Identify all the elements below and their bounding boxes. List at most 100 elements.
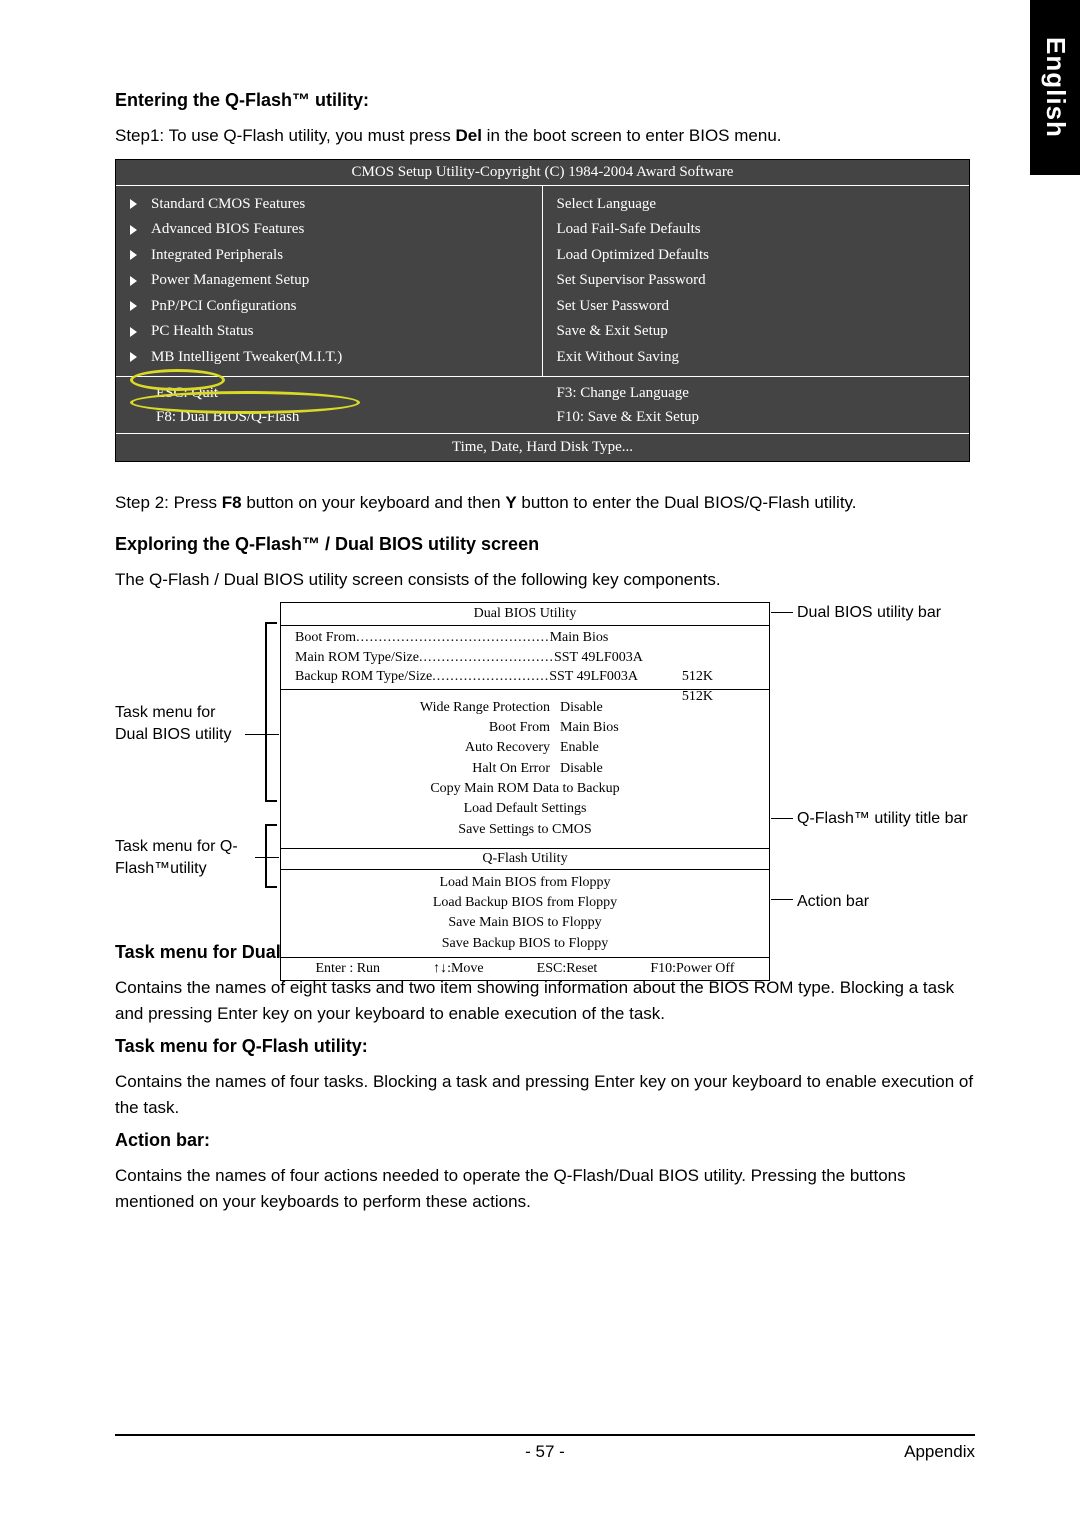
list-item: PC Health Status bbox=[130, 319, 528, 345]
menu-label: Boot From bbox=[390, 718, 560, 738]
list-item: Save & Exit Setup bbox=[557, 319, 956, 345]
bios-fkey-right: F3: Change Language F10: Save & Exit Set… bbox=[543, 377, 970, 433]
dual-bios-menu: Wide Range ProtectionDisable Boot FromMa… bbox=[281, 690, 769, 849]
bios-left-6: MB Intelligent Tweaker(M.I.T.) bbox=[151, 345, 342, 371]
dual-bios-title: Dual BIOS Utility bbox=[281, 603, 769, 626]
bios-right-3: Set Supervisor Password bbox=[557, 268, 706, 294]
section-label: Appendix bbox=[904, 1442, 975, 1462]
callout-dual-bios-bar: Dual BIOS utility bar bbox=[797, 602, 941, 624]
menu-item: Boot FromMain Bios bbox=[281, 718, 769, 738]
triangle-icon bbox=[130, 199, 137, 209]
bios-left-1: Advanced BIOS Features bbox=[151, 217, 304, 243]
sec3-p3: Contains the names of four actions neede… bbox=[115, 1163, 975, 1214]
action-esc: ESC:Reset bbox=[537, 961, 598, 977]
bios-esc: ESC: Quit bbox=[156, 381, 529, 405]
dots: .............................. bbox=[419, 648, 554, 668]
backrom-value: SST 49LF003A bbox=[549, 667, 638, 687]
list-item: Integrated Peripherals bbox=[130, 243, 528, 269]
menu-item: Auto RecoveryEnable bbox=[281, 738, 769, 758]
callout-task-menu-dual: Task menu for Dual BIOS utility bbox=[115, 702, 245, 747]
backrom-size: 512K bbox=[682, 687, 713, 707]
menu-item: Halt On ErrorDisable bbox=[281, 759, 769, 779]
dots: ........................................… bbox=[356, 628, 550, 648]
bios-left-2: Integrated Peripherals bbox=[151, 243, 283, 269]
bios-right-1: Load Fail-Safe Defaults bbox=[557, 217, 701, 243]
section2-title: Exploring the Q-Flash™ / Dual BIOS utili… bbox=[115, 534, 975, 555]
qmenu-2: Save Main BIOS to Floppy bbox=[281, 913, 769, 933]
bios-header: CMOS Setup Utility-Copyright (C) 1984-20… bbox=[116, 160, 969, 186]
page-footer: - 57 - Appendix bbox=[115, 1434, 975, 1462]
step2-e: button to enter the Dual BIOS/Q-Flash ut… bbox=[517, 493, 857, 512]
bios-right-5: Save & Exit Setup bbox=[557, 319, 668, 345]
step1-part-a: Step1: To use Q-Flash utility, you must … bbox=[115, 126, 455, 145]
bootfrom-label: Boot From bbox=[295, 628, 356, 648]
bootfrom-value: Main Bios bbox=[550, 628, 609, 648]
connector-line bbox=[245, 734, 279, 735]
dual-bios-window: Dual BIOS Utility Boot From ............… bbox=[280, 602, 770, 981]
bios-fkey-left: ESC: Quit F8: Dual BIOS/Q-Flash bbox=[116, 377, 543, 433]
connector-line bbox=[771, 899, 793, 900]
language-label: English bbox=[1040, 37, 1071, 138]
list-item: Set User Password bbox=[557, 294, 956, 320]
backrom-label: Backup ROM Type/Size bbox=[295, 667, 432, 687]
qmenu-1: Load Backup BIOS from Floppy bbox=[281, 893, 769, 913]
callout-task-menu-qflash: Task menu for Q-Flash™utility bbox=[115, 836, 255, 881]
menu-label: Halt On Error bbox=[390, 759, 560, 779]
bracket-icon bbox=[265, 622, 277, 802]
bios-footer: Time, Date, Hard Disk Type... bbox=[116, 434, 969, 461]
bios-f3: F3: Change Language bbox=[557, 381, 956, 405]
bios-right-2: Load Optimized Defaults bbox=[557, 243, 709, 269]
qflash-menu: Load Main BIOS from Floppy Load Backup B… bbox=[281, 870, 769, 958]
bios-main-area: Standard CMOS Features Advanced BIOS Fea… bbox=[116, 186, 969, 378]
step2-d: Y bbox=[505, 493, 516, 512]
bios-left-5: PC Health Status bbox=[151, 319, 254, 345]
bracket-icon bbox=[265, 824, 277, 888]
step1-part-c: in the boot screen to enter BIOS menu. bbox=[482, 126, 782, 145]
bios-right-column: Select Language Load Fail-Safe Defaults … bbox=[543, 186, 970, 377]
menu-value: Disable bbox=[560, 698, 660, 718]
page-number: - 57 - bbox=[525, 1442, 565, 1462]
list-item: Set Supervisor Password bbox=[557, 268, 956, 294]
menu-center-0: Copy Main ROM Data to Backup bbox=[281, 779, 769, 799]
triangle-icon bbox=[130, 225, 137, 235]
section2-intro: The Q-Flash / Dual BIOS utility screen c… bbox=[115, 567, 975, 593]
backrom-row: Backup ROM Type/Size ...................… bbox=[295, 667, 763, 687]
bootfrom-row: Boot From ..............................… bbox=[295, 628, 763, 648]
step1-key: Del bbox=[455, 126, 481, 145]
connector-line bbox=[771, 612, 793, 613]
bios-left-3: Power Management Setup bbox=[151, 268, 309, 294]
list-item: Load Optimized Defaults bbox=[557, 243, 956, 269]
callout-qflash-title-bar: Q-Flash™ utility title bar bbox=[797, 808, 968, 830]
triangle-icon bbox=[130, 276, 137, 286]
action-f10: F10:Power Off bbox=[650, 961, 734, 977]
list-item: Exit Without Saving bbox=[557, 345, 956, 371]
list-item: PnP/PCI Configurations bbox=[130, 294, 528, 320]
list-item: Advanced BIOS Features bbox=[130, 217, 528, 243]
qmenu-3: Save Backup BIOS to Floppy bbox=[281, 934, 769, 954]
bios-right-0: Select Language bbox=[557, 192, 657, 218]
section1-title: Entering the Q-Flash™ utility: bbox=[115, 90, 975, 111]
step2-text: Step 2: Press F8 button on your keyboard… bbox=[115, 490, 975, 516]
qmenu-0: Load Main BIOS from Floppy bbox=[281, 873, 769, 893]
language-side-tab: English bbox=[1030, 0, 1080, 175]
menu-value: Main Bios bbox=[560, 718, 660, 738]
menu-center-1: Load Default Settings bbox=[281, 799, 769, 819]
sec3-p2: Contains the names of four tasks. Blocki… bbox=[115, 1069, 975, 1120]
action-move: ↑↓:Move bbox=[433, 961, 484, 977]
bios-f10: F10: Save & Exit Setup bbox=[557, 405, 956, 429]
bios-f8: F8: Dual BIOS/Q-Flash bbox=[156, 405, 529, 429]
triangle-icon bbox=[130, 352, 137, 362]
mainrom-row: Main ROM Type/Size .....................… bbox=[295, 648, 763, 668]
triangle-icon bbox=[130, 250, 137, 260]
bios-right-6: Exit Without Saving bbox=[557, 345, 679, 371]
step1-text: Step1: To use Q-Flash utility, you must … bbox=[115, 123, 975, 149]
bios-setup-screenshot: CMOS Setup Utility-Copyright (C) 1984-20… bbox=[115, 159, 970, 463]
sec3-t3: Action bar: bbox=[115, 1130, 975, 1151]
page-content: Entering the Q-Flash™ utility: Step1: To… bbox=[115, 90, 975, 1224]
step2-b: F8 bbox=[222, 493, 242, 512]
step2-c: button on your keyboard and then bbox=[242, 493, 506, 512]
triangle-icon bbox=[130, 301, 137, 311]
bios-fkey-row: ESC: Quit F8: Dual BIOS/Q-Flash F3: Chan… bbox=[116, 377, 969, 434]
mainrom-label: Main ROM Type/Size bbox=[295, 648, 419, 668]
connector-line bbox=[255, 857, 279, 858]
